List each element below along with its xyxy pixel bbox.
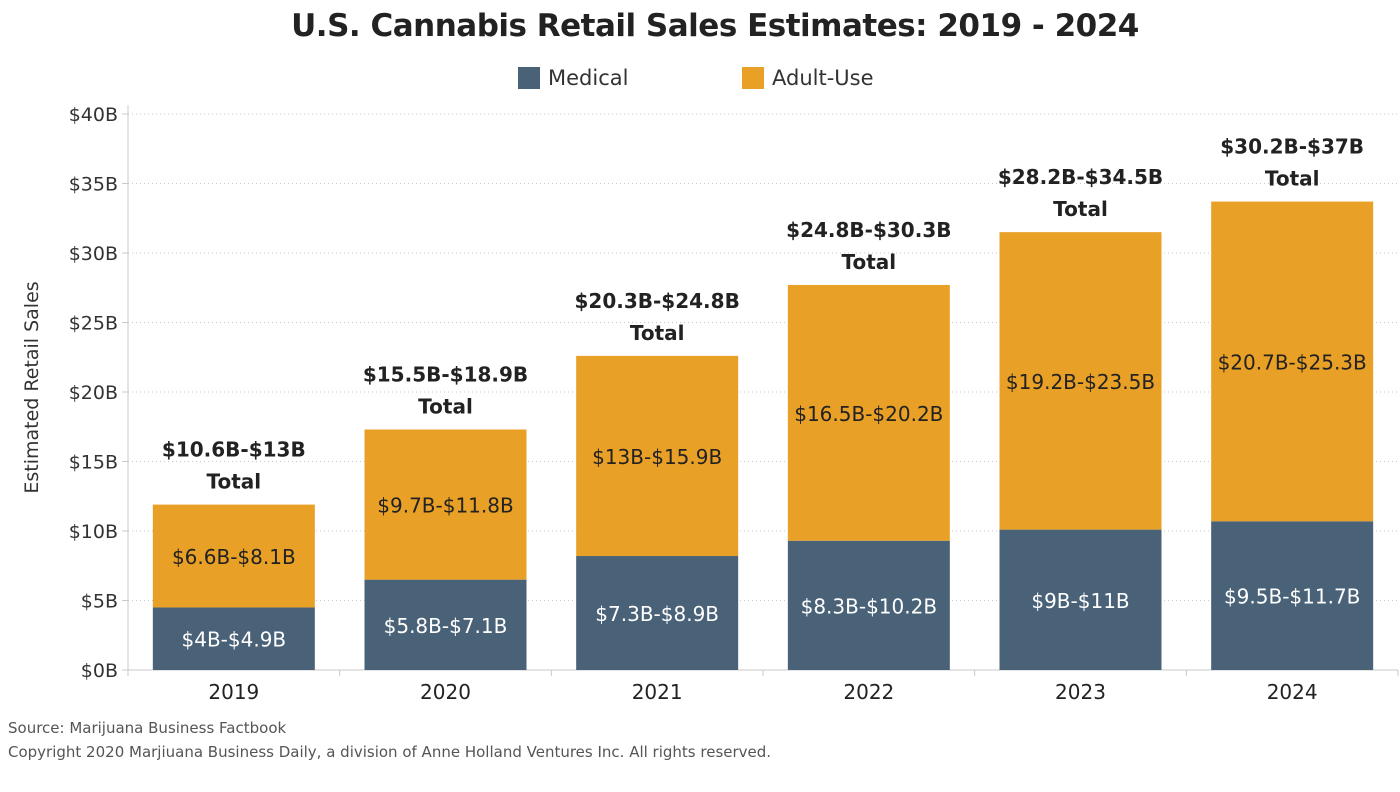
total-suffix-label: Total bbox=[630, 321, 685, 345]
bar-medical bbox=[364, 579, 527, 670]
x-tick-label: 2021 bbox=[632, 680, 683, 704]
bar-label-medical: $9B-$11B bbox=[1031, 589, 1129, 613]
bar-label-medical: $8.3B-$10.2B bbox=[801, 594, 937, 618]
total-suffix-label: Total bbox=[418, 395, 473, 419]
legend-label-adult-use: Adult-Use bbox=[772, 66, 874, 90]
y-axis-title: Estimated Retail Sales bbox=[21, 281, 43, 493]
total-label: $28.2B-$34.5B bbox=[998, 165, 1163, 189]
bar-label-adult-use: $16.5B-$20.2B bbox=[794, 402, 943, 426]
bar-label-adult-use: $13B-$15.9B bbox=[592, 445, 722, 469]
bar-adult-use bbox=[364, 429, 527, 580]
legend-swatch-medical bbox=[518, 67, 540, 89]
bar-adult-use bbox=[152, 504, 315, 608]
legend: Medical Adult-Use bbox=[0, 66, 1400, 96]
bar-medical bbox=[999, 529, 1162, 670]
bar-adult-use bbox=[576, 355, 739, 557]
total-suffix-label: Total bbox=[1265, 167, 1320, 191]
x-tick-label: 2024 bbox=[1267, 680, 1318, 704]
bar-label-adult-use: $19.2B-$23.5B bbox=[1006, 370, 1155, 394]
chart-title: U.S. Cannabis Retail Sales Estimates: 20… bbox=[291, 8, 1139, 44]
total-label: $30.2B-$37B bbox=[1220, 135, 1364, 159]
bar-label-adult-use: $20.7B-$25.3B bbox=[1218, 350, 1367, 374]
total-suffix-label: Total bbox=[1053, 197, 1108, 221]
bar-medical bbox=[576, 556, 739, 670]
bar-label-adult-use: $6.6B-$8.1B bbox=[172, 545, 296, 569]
bar-adult-use bbox=[787, 284, 950, 541]
bar-label-medical: $4B-$4.9B bbox=[182, 628, 287, 652]
total-suffix-label: Total bbox=[842, 250, 897, 274]
legend-swatch-adult-use bbox=[742, 67, 764, 89]
y-tick-label: $35B bbox=[69, 174, 118, 196]
bar-label-medical: $7.3B-$8.9B bbox=[595, 602, 719, 626]
x-tick-label: 2023 bbox=[1055, 680, 1106, 704]
bar-medical bbox=[787, 540, 950, 670]
y-tick-label: $15B bbox=[69, 452, 118, 474]
total-label: $15.5B-$18.9B bbox=[363, 363, 528, 387]
total-label: $24.8B-$30.3B bbox=[786, 218, 951, 242]
x-tick-label: 2020 bbox=[420, 680, 471, 704]
y-tick-label: $20B bbox=[69, 382, 118, 404]
bar-medical bbox=[152, 607, 315, 670]
y-tick-label: $0B bbox=[81, 660, 118, 682]
bar-label-medical: $9.5B-$11.7B bbox=[1224, 585, 1360, 609]
bar-label-adult-use: $9.7B-$11.8B bbox=[377, 494, 513, 518]
stacked-bar-chart: $0B $5B $10B $15B $20B $25B $30B $35B $40B Estima… bbox=[21, 104, 1399, 704]
x-tick-label: 2022 bbox=[843, 680, 894, 704]
x-tick-label: 2019 bbox=[208, 680, 259, 704]
bar-adult-use bbox=[999, 232, 1162, 530]
legend-item-medical[interactable]: Medical bbox=[518, 66, 628, 90]
y-tick-label: $25B bbox=[69, 313, 118, 335]
bar-label-medical: $5.8B-$7.1B bbox=[384, 614, 508, 638]
total-label: $10.6B-$13B bbox=[162, 438, 306, 462]
y-tick-label: $40B bbox=[69, 104, 118, 126]
legend-label-medical: Medical bbox=[548, 66, 629, 90]
y-tick-label: $10B bbox=[69, 521, 118, 543]
source-note: Source: Marijuana Business Factbook bbox=[8, 719, 287, 737]
y-tick-label: $5B bbox=[81, 591, 118, 613]
total-suffix-label: Total bbox=[207, 470, 262, 494]
chart-footer: Source: Marijuana Business Factbook Copy… bbox=[8, 716, 771, 764]
bar-medical bbox=[1211, 521, 1374, 670]
legend-item-adult-use[interactable]: Adult-Use bbox=[742, 66, 874, 90]
y-tick-label: $30B bbox=[69, 243, 118, 265]
bar-adult-use bbox=[1211, 201, 1374, 522]
copyright-note: Copyright 2020 Marjiuana Business Daily,… bbox=[8, 743, 772, 761]
total-label: $20.3B-$24.8B bbox=[575, 289, 740, 313]
